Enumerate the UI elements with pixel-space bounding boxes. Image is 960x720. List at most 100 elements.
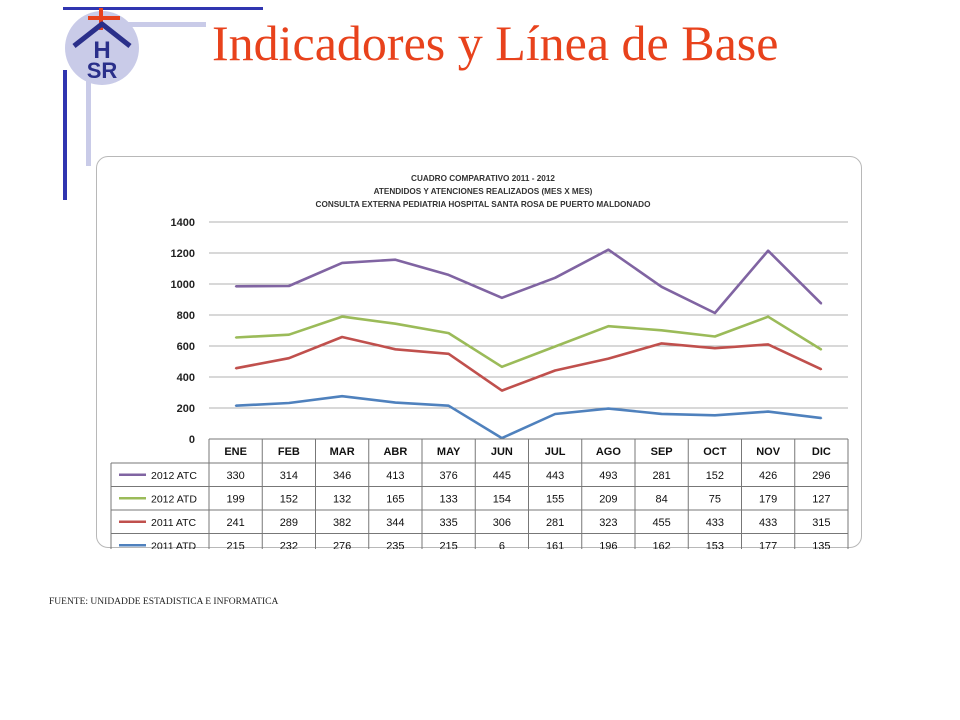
data-point (660, 286, 663, 288)
data-point (554, 277, 556, 279)
data-label: 306 (493, 517, 511, 529)
data-point (394, 401, 397, 404)
data-point (714, 347, 716, 349)
data-point (820, 302, 823, 305)
category-label: MAY (437, 446, 461, 458)
series-line (235, 315, 823, 369)
data-point (607, 357, 610, 360)
data-point (607, 248, 610, 251)
data-label: 154 (493, 493, 511, 505)
category-label: DIC (812, 446, 831, 458)
chart-title: CUADRO COMPARATIVO 2011 - 2012 (411, 174, 555, 183)
data-point (288, 285, 290, 287)
data-label: 215 (226, 540, 244, 549)
data-point (341, 336, 343, 338)
y-tick-label: 200 (177, 403, 195, 415)
legend-label: 2011 ATC (151, 517, 197, 529)
slide-title: Indicadores y Línea de Base (212, 15, 779, 71)
data-label: 152 (280, 493, 298, 505)
y-tick-label: 1000 (171, 279, 195, 291)
data-point (714, 335, 716, 338)
data-point (501, 297, 503, 299)
category-label: AGO (596, 446, 622, 458)
data-label: 315 (812, 517, 830, 529)
data-label: 281 (652, 470, 670, 482)
data-label: 127 (812, 493, 830, 505)
data-label: 281 (546, 517, 564, 529)
data-label: 276 (333, 540, 351, 549)
category-label: ENE (224, 446, 247, 458)
y-tick-label: 400 (177, 372, 195, 384)
data-label: 323 (599, 517, 617, 529)
data-label: 209 (599, 493, 617, 505)
data-label: 426 (759, 470, 777, 482)
data-point (394, 322, 397, 325)
data-point (820, 368, 823, 371)
data-point (820, 417, 823, 419)
data-point (714, 312, 716, 314)
data-point (501, 366, 503, 368)
data-point (447, 332, 450, 334)
data-point (394, 258, 397, 261)
data-label: 344 (386, 517, 404, 529)
data-point (341, 315, 343, 318)
data-label: 161 (546, 540, 564, 549)
data-point (767, 410, 769, 413)
data-point (447, 404, 450, 407)
category-label: SEP (651, 446, 673, 458)
chart-subtitle-2: CONSULTA EXTERNA PEDIATRIA HOSPITAL SANT… (316, 200, 652, 209)
data-label: 330 (226, 470, 244, 482)
data-point (607, 407, 610, 410)
chart-frame: CUADRO COMPARATIVO 2011 - 2012 ATENDIDOS… (96, 156, 862, 549)
series-line (235, 248, 823, 315)
data-point (607, 325, 610, 327)
data-label: 165 (386, 493, 404, 505)
y-tick-label: 600 (177, 341, 195, 353)
data-point (341, 262, 343, 264)
data-point (554, 413, 556, 415)
data-point (341, 395, 343, 397)
chart-subtitle: ATENDIDOS Y ATENCIONES REALIZADOS (MES X… (374, 187, 593, 196)
category-label: JUL (545, 446, 566, 458)
data-point (660, 342, 663, 345)
data-point (234, 404, 237, 407)
data-label: 413 (386, 470, 404, 482)
category-label: FEB (278, 446, 300, 458)
data-point (554, 345, 556, 348)
data-point (288, 333, 290, 336)
data-label: 155 (546, 493, 564, 505)
data-label: 445 (493, 470, 511, 482)
data-point (288, 357, 290, 359)
data-label: 162 (652, 540, 670, 549)
data-label: 133 (439, 493, 457, 505)
legend-label: 2011 ATD (151, 540, 197, 549)
source-note: FUENTE: UNIDADDE ESTADISTICA E INFORMATI… (49, 597, 279, 607)
hospital-logo: H SR (63, 7, 263, 200)
data-label: 493 (599, 470, 617, 482)
data-label: 84 (656, 493, 668, 505)
data-point (501, 389, 503, 392)
data-label: 196 (599, 540, 617, 549)
y-tick-label: 1400 (171, 217, 195, 229)
data-label: 376 (439, 470, 457, 482)
data-label: 455 (652, 517, 670, 529)
data-point (447, 274, 450, 276)
data-point (660, 329, 663, 332)
data-label: 179 (759, 493, 777, 505)
data-label: 433 (759, 517, 777, 529)
data-label: 215 (439, 540, 457, 549)
data-point (554, 369, 556, 372)
data-point (234, 285, 237, 288)
data-label: 153 (706, 540, 724, 549)
data-label: 314 (280, 470, 298, 482)
data-label: 296 (812, 470, 830, 482)
data-label: 335 (439, 517, 457, 529)
category-label: OCT (703, 446, 727, 458)
data-label: 152 (706, 470, 724, 482)
y-tick-label: 1200 (171, 248, 195, 260)
data-label: 443 (546, 470, 564, 482)
data-point (767, 343, 769, 346)
data-label: 232 (280, 540, 298, 549)
data-label: 235 (386, 540, 404, 549)
category-label: ABR (383, 446, 407, 458)
